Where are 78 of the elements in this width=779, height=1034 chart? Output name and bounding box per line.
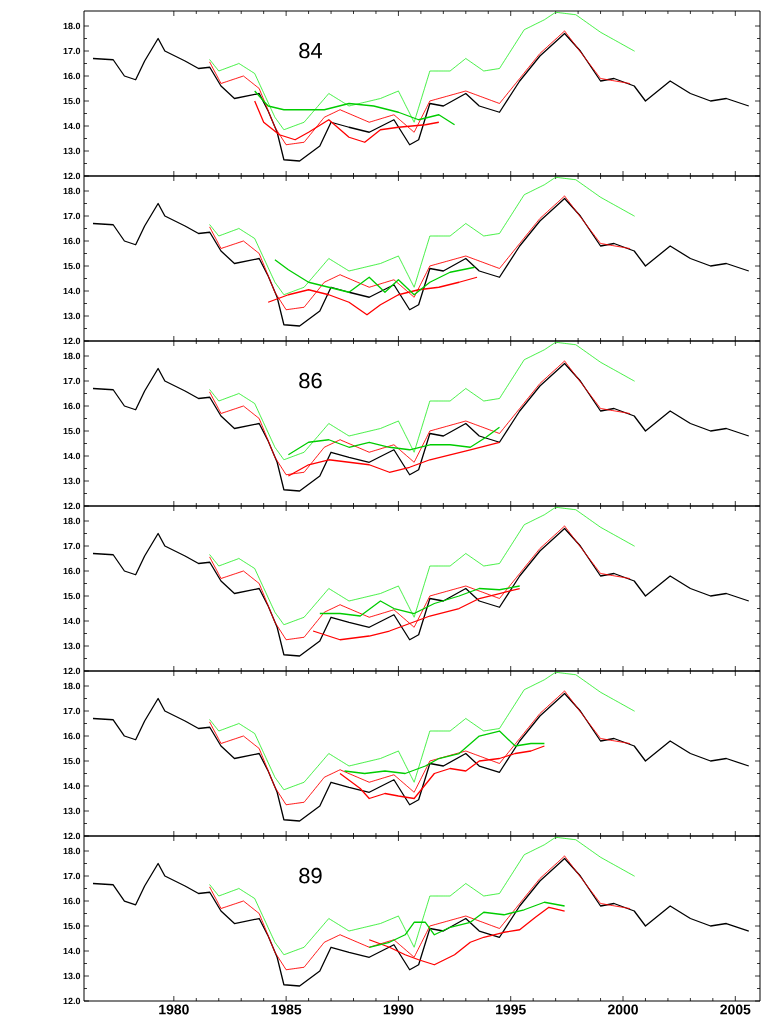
line-series bbox=[209, 11, 635, 131]
line-series bbox=[368, 906, 566, 966]
x-tick-label: 1995 bbox=[496, 1004, 526, 1015]
y-tick-label: 13.0 bbox=[63, 807, 81, 815]
y-tick-label: 18.0 bbox=[63, 682, 81, 690]
x-tick-label: 2000 bbox=[607, 1004, 638, 1015]
y-tick-label: 18.0 bbox=[63, 517, 81, 525]
y-tick-label: 16.0 bbox=[63, 72, 81, 80]
line-series bbox=[343, 730, 546, 775]
annotation: 86 bbox=[299, 372, 322, 389]
y-tick-label: 18.0 bbox=[63, 187, 81, 195]
line-series bbox=[92, 692, 750, 822]
y-tick-label: 18.0 bbox=[63, 847, 81, 855]
line-series bbox=[209, 195, 631, 311]
y-tick-label: 14.0 bbox=[63, 947, 81, 955]
line-series bbox=[209, 690, 631, 806]
y-tick-label: 13.0 bbox=[63, 972, 81, 980]
y-tick-label: 16.0 bbox=[63, 237, 81, 245]
line-series bbox=[209, 506, 635, 626]
line-series bbox=[254, 100, 440, 143]
y-tick-label: 14.0 bbox=[63, 782, 81, 790]
line-series bbox=[368, 901, 566, 948]
line-series bbox=[92, 362, 750, 492]
y-tick-label: 13.0 bbox=[63, 642, 81, 650]
y-tick-label: 14.0 bbox=[63, 617, 81, 625]
annotation: 89 bbox=[299, 867, 322, 884]
y-tick-label: 15.0 bbox=[63, 427, 81, 435]
y-tick-label: 18.0 bbox=[63, 22, 81, 30]
y-tick-label: 12.0 bbox=[63, 667, 81, 675]
line-series bbox=[339, 745, 546, 800]
annotation: 84 bbox=[299, 42, 323, 59]
y-tick-label: 16.0 bbox=[63, 402, 81, 410]
x-tick-label: 1980 bbox=[159, 1004, 189, 1015]
line-series bbox=[209, 176, 635, 296]
line-series bbox=[274, 259, 476, 296]
line-series bbox=[209, 30, 631, 146]
y-tick-label: 13.0 bbox=[63, 147, 81, 155]
y-tick-label: 17.0 bbox=[63, 377, 81, 385]
y-tick-label: 15.0 bbox=[63, 757, 81, 765]
y-tick-label: 15.0 bbox=[63, 922, 81, 930]
line-series bbox=[92, 32, 750, 162]
y-tick-label: 14.0 bbox=[63, 122, 81, 130]
line-series bbox=[209, 836, 635, 956]
y-tick-label: 15.0 bbox=[63, 97, 81, 105]
y-tick-label: 15.0 bbox=[63, 262, 81, 270]
line-series bbox=[209, 525, 631, 641]
y-tick-label: 12.0 bbox=[63, 337, 81, 345]
y-tick-label: 14.0 bbox=[63, 452, 81, 460]
x-tick-label: 2005 bbox=[720, 1004, 751, 1015]
line-series bbox=[254, 90, 456, 126]
x-tick-label: 1990 bbox=[383, 1004, 414, 1015]
y-tick-label: 17.0 bbox=[63, 212, 81, 220]
line-series bbox=[92, 527, 750, 657]
y-tick-label: 12.0 bbox=[63, 997, 81, 1005]
y-tick-label: 17.0 bbox=[63, 707, 81, 715]
y-tick-label: 12.0 bbox=[63, 172, 81, 180]
y-tick-label: 13.0 bbox=[63, 312, 81, 320]
line-series bbox=[209, 671, 635, 791]
y-tick-label: 18.0 bbox=[63, 352, 81, 360]
y-tick-label: 15.0 bbox=[63, 592, 81, 600]
y-tick-label: 16.0 bbox=[63, 732, 81, 740]
y-tick-label: 16.0 bbox=[63, 567, 81, 575]
line-series bbox=[92, 857, 750, 987]
line-series bbox=[209, 855, 631, 971]
line-series bbox=[209, 360, 631, 476]
line-series bbox=[209, 341, 635, 461]
y-tick-label: 12.0 bbox=[63, 832, 81, 840]
y-tick-label: 17.0 bbox=[63, 872, 81, 880]
line-series bbox=[319, 585, 521, 617]
y-tick-label: 14.0 bbox=[63, 287, 81, 295]
y-tick-label: 17.0 bbox=[63, 47, 81, 55]
line-series bbox=[287, 426, 501, 456]
y-tick-label: 12.0 bbox=[63, 502, 81, 510]
line-series bbox=[92, 197, 750, 327]
y-tick-label: 16.0 bbox=[63, 897, 81, 905]
y-tick-label: 17.0 bbox=[63, 542, 81, 550]
y-tick-label: 13.0 bbox=[63, 477, 81, 485]
x-tick-label: 1985 bbox=[271, 1004, 302, 1015]
